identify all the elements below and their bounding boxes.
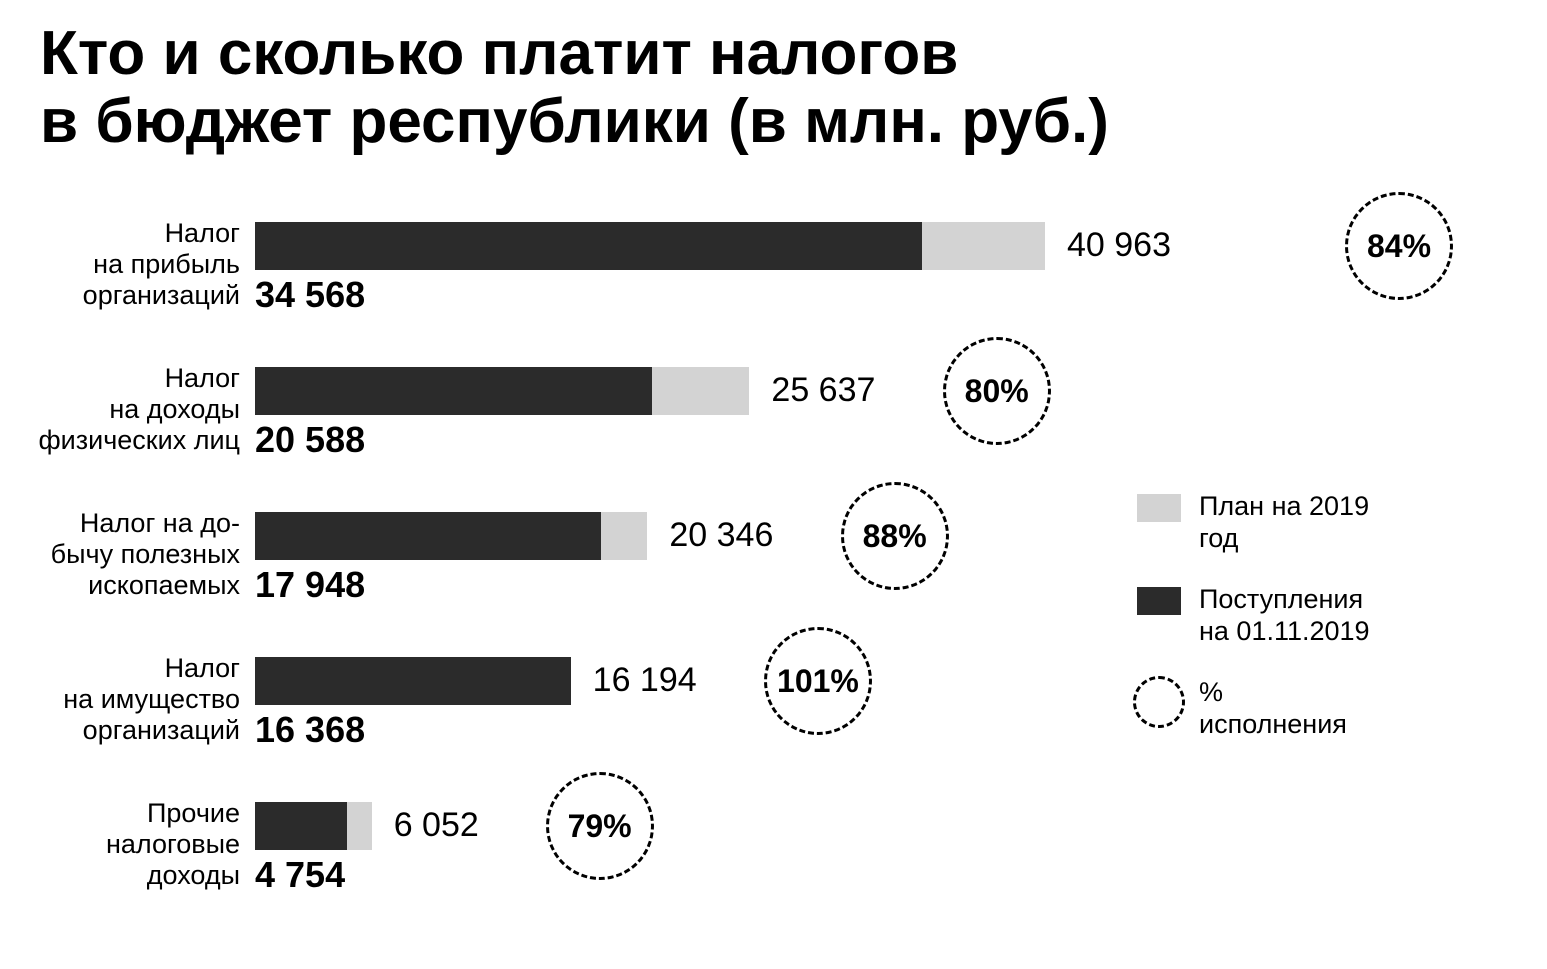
actual-value: 4 754 (255, 854, 345, 896)
bar-actual (255, 512, 601, 560)
percent-circle: 101% (764, 627, 872, 735)
chart-row: Прочие налоговые доходы6 0524 75479% (0, 790, 1547, 935)
actual-value: 20 588 (255, 419, 365, 461)
legend-item: План на 2019 год (1137, 490, 1487, 555)
actual-value: 16 368 (255, 709, 365, 751)
chart-legend: План на 2019 год Поступления на 01.11.201… (1137, 490, 1487, 768)
percent-circle: 88% (841, 482, 949, 590)
bar-actual (255, 222, 922, 270)
plan-value: 25 637 (771, 371, 875, 410)
actual-value: 34 568 (255, 274, 365, 316)
legend-item: % исполнения (1137, 676, 1487, 741)
legend-text: План на 2019 год (1199, 490, 1369, 555)
row-label: Налог на имущество организаций (0, 653, 240, 746)
chart-row: Налог на прибыль организаций 40 963 34 568… (0, 210, 1547, 355)
legend-swatch (1137, 494, 1181, 522)
legend-item: Поступления на 01.11.2019 (1137, 583, 1487, 648)
bar-actual (255, 657, 571, 705)
plan-value: 16 194 (593, 661, 697, 700)
percent-circle: 84% (1345, 192, 1453, 300)
legend-swatch (1137, 587, 1181, 615)
legend-text: Поступления на 01.11.2019 (1199, 583, 1370, 648)
percent-circle: 79% (546, 772, 654, 880)
chart-title: Кто и сколько платит налогов в бюджет ре… (40, 20, 1109, 156)
plan-value: 40 963 (1067, 226, 1171, 265)
legend-circle-icon (1133, 676, 1185, 728)
actual-value: 17 948 (255, 564, 365, 606)
percent-circle: 80% (943, 337, 1051, 445)
chart-row: Налог на доходы физических лиц 25 637 20 5… (0, 355, 1547, 500)
plan-value: 6 052 (394, 806, 479, 845)
row-label: Налог на до- бычу полезных ископаемых (0, 508, 240, 601)
bar-actual (255, 802, 347, 850)
row-label: Прочие налоговые доходы (0, 798, 240, 891)
plan-value: 20 346 (669, 516, 773, 555)
row-label: Налог на прибыль организаций (0, 218, 240, 311)
legend-text: % исполнения (1199, 676, 1347, 741)
bar-actual (255, 367, 652, 415)
row-label: Налог на доходы физических лиц (0, 363, 240, 456)
